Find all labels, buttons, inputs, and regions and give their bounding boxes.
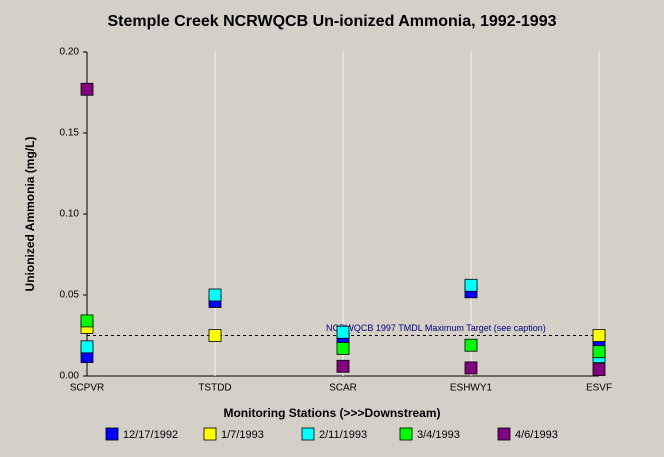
y-tick-label: 0.05	[60, 290, 80, 301]
x-tick-label: ESVF	[586, 383, 612, 394]
legend-swatch	[497, 427, 511, 441]
y-tick-label: 0.00	[60, 371, 80, 382]
marker	[464, 361, 478, 375]
legend-swatch	[105, 427, 119, 441]
legend-label: 12/17/1992	[123, 429, 178, 441]
x-tick-label: SCAR	[329, 383, 357, 394]
x-tick-label: SCPVR	[70, 383, 104, 394]
legend-swatch	[203, 427, 217, 441]
legend-label: 2/11/1993	[319, 429, 367, 441]
marker	[208, 329, 222, 342]
legend-label: 1/7/1993	[221, 429, 264, 441]
marker	[464, 338, 478, 352]
y-tick-label: 0.15	[60, 128, 80, 139]
y-axis-label: Unionized Ammonia (mg/L)	[23, 137, 37, 292]
marker	[464, 278, 478, 292]
legend-label: 3/4/1993	[417, 429, 460, 441]
x-axis-label: Monitoring Stations (>>>Downstream)	[223, 406, 440, 420]
marker	[592, 329, 606, 342]
chart-title: Stemple Creek NCRWQCB Un-ionized Ammonia…	[107, 13, 556, 30]
marker	[80, 340, 94, 354]
x-tick-label: TSTDD	[198, 383, 231, 394]
marker	[80, 82, 94, 96]
marker	[208, 288, 222, 302]
y-tick-label: 0.20	[60, 47, 80, 58]
marker	[592, 345, 606, 359]
marker	[80, 314, 94, 328]
marker	[336, 359, 350, 373]
y-tick-label: 0.10	[60, 209, 80, 220]
legend-swatch	[399, 427, 413, 441]
reference-label: NCRWQCB 1997 TMDL Maximum Target (see ca…	[326, 323, 546, 333]
marker	[336, 342, 350, 355]
marker	[592, 363, 606, 376]
x-tick-label: ESHWY1	[450, 383, 493, 394]
legend-label: 4/6/1993	[515, 429, 558, 441]
legend-swatch	[301, 427, 315, 441]
marker	[336, 325, 350, 339]
